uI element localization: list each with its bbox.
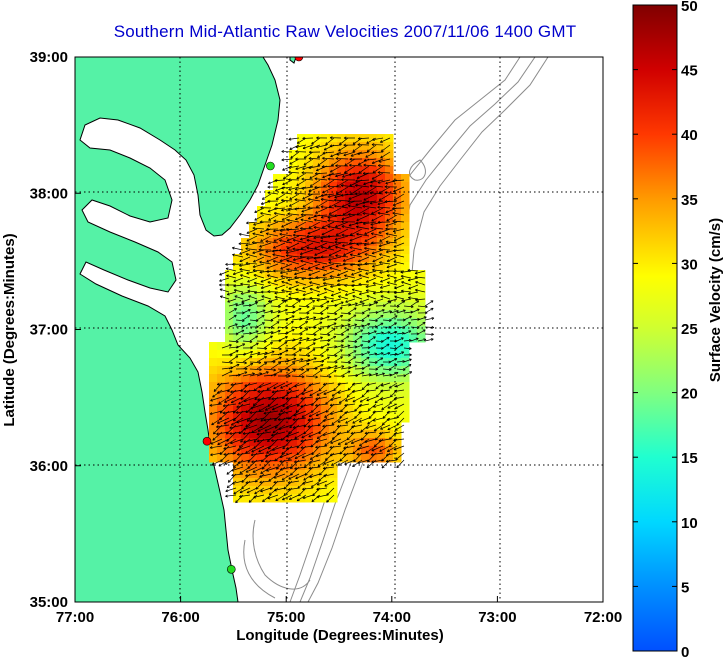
station-marker [294, 57, 304, 62]
y-tick-label: 36:00 [30, 458, 68, 475]
colorbar [632, 4, 678, 652]
colorbar-tick-label: 30 [681, 256, 698, 273]
colorbar-tick-label: 20 [681, 386, 698, 403]
y-tick-label: 38:00 [30, 185, 68, 202]
colorbar-label: Surface Velocity (cm/s) [707, 218, 724, 382]
colorbar-tick-label: 10 [681, 515, 698, 532]
land-mass [75, 57, 297, 602]
grid-lines [75, 57, 603, 602]
station-marker [226, 564, 236, 574]
map-title: Southern Mid-Atlantic Raw Velocities 200… [113, 22, 577, 41]
y-tick-label: 37:00 [30, 322, 68, 339]
x-axis-label: Longitude (Degrees:Minutes) [236, 627, 444, 644]
x-tick-label: 73:00 [478, 609, 516, 626]
y-axis-ticks: 39:00 38:00 37:00 36:00 35:00 [30, 49, 81, 611]
colorbar-tick-label: 15 [681, 450, 698, 467]
radar-stations [202, 57, 304, 574]
velocity-vectors [209, 136, 435, 504]
x-tick-label: 74:00 [373, 609, 411, 626]
y-axis-label: Latitude (Degrees:Minutes) [1, 233, 18, 426]
station-marker [202, 436, 212, 446]
x-tick-label: 75:00 [267, 609, 305, 626]
station-marker [266, 161, 275, 171]
colorbar-tick-label: 5 [681, 579, 689, 596]
colorbar-tick-label: 50 [681, 0, 698, 15]
colorbar-tick-label: 35 [681, 192, 698, 209]
y-tick-label: 35:00 [30, 594, 68, 611]
y-tick-label: 39:00 [30, 49, 68, 66]
x-tick-label: 72:00 [584, 609, 622, 626]
colorbar-tick-label: 0 [681, 644, 689, 659]
x-tick-label: 77:00 [56, 609, 94, 626]
colorbar-tick-label: 25 [681, 321, 698, 338]
x-axis-ticks: 77:00 76:00 75:00 74:00 73:00 72:00 [56, 596, 622, 626]
colorbar-tick-label: 40 [681, 127, 698, 144]
colorbar-tick-label: 45 [681, 63, 698, 80]
x-tick-label: 76:00 [161, 609, 199, 626]
